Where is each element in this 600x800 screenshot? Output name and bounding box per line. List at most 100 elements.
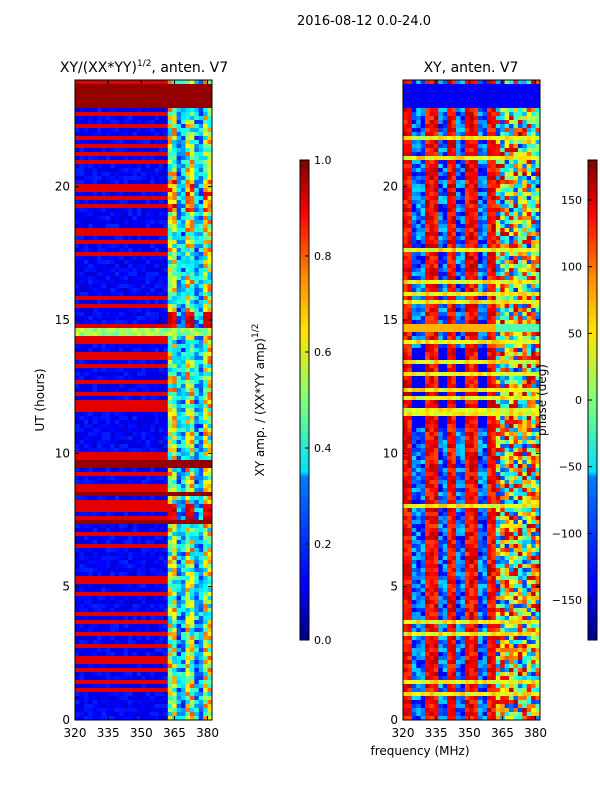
heatmap-cell bbox=[128, 216, 133, 221]
heatmap-cell bbox=[163, 496, 169, 501]
heatmap-cell bbox=[132, 160, 138, 165]
heatmap-cell bbox=[176, 348, 182, 353]
heatmap-cell bbox=[163, 536, 169, 541]
heatmap-cell bbox=[150, 132, 155, 137]
heatmap-cell bbox=[198, 560, 204, 565]
heatmap-cell bbox=[136, 596, 142, 601]
heatmap-cell bbox=[123, 348, 129, 353]
heatmap-cell bbox=[88, 308, 93, 313]
heatmap-cell bbox=[79, 668, 85, 673]
heatmap-cell bbox=[128, 368, 133, 373]
heatmap-cell bbox=[75, 664, 80, 669]
heatmap-cell bbox=[185, 624, 191, 629]
heatmap-cell bbox=[110, 644, 116, 649]
heatmap-cell bbox=[158, 292, 164, 297]
heatmap-cell bbox=[101, 460, 107, 465]
heatmap-cell bbox=[88, 300, 93, 305]
heatmap-cell bbox=[158, 320, 164, 325]
heatmap-cell bbox=[172, 364, 177, 369]
heatmap-cell bbox=[97, 400, 102, 405]
heatmap-cell bbox=[172, 684, 177, 689]
heatmap-cell bbox=[145, 104, 151, 109]
heatmap-cell bbox=[110, 392, 116, 397]
heatmap-cell bbox=[141, 568, 147, 573]
heatmap-cell bbox=[167, 544, 173, 549]
heatmap-cell bbox=[97, 692, 102, 697]
heatmap-cell bbox=[141, 88, 147, 93]
heatmap-cell bbox=[154, 684, 160, 689]
heatmap-cell bbox=[150, 652, 155, 657]
heatmap-cell bbox=[132, 652, 138, 657]
heatmap-cell bbox=[189, 596, 195, 601]
heatmap-cell bbox=[83, 528, 89, 533]
heatmap-cell bbox=[132, 360, 138, 365]
heatmap-cell bbox=[167, 684, 173, 689]
heatmap-cell bbox=[75, 164, 80, 169]
heatmap-cell bbox=[97, 328, 102, 333]
heatmap-cell bbox=[97, 592, 102, 597]
heatmap-cell bbox=[207, 172, 212, 177]
heatmap-cell bbox=[101, 480, 107, 485]
heatmap-cell bbox=[185, 620, 191, 625]
heatmap-cell bbox=[158, 400, 164, 405]
heatmap-cell bbox=[141, 160, 147, 165]
heatmap-cell bbox=[92, 608, 98, 613]
heatmap-cell bbox=[83, 212, 89, 217]
heatmap-cell bbox=[114, 264, 120, 269]
heatmap-cell bbox=[167, 224, 173, 229]
heatmap-cell bbox=[158, 384, 164, 389]
heatmap-cell bbox=[75, 280, 80, 285]
heatmap-cell bbox=[88, 160, 93, 165]
heatmap-cell bbox=[163, 556, 169, 561]
heatmap-cell bbox=[88, 136, 93, 141]
heatmap-cell bbox=[176, 448, 182, 453]
heatmap-cell bbox=[83, 116, 89, 121]
heatmap-cell bbox=[119, 708, 124, 713]
heatmap-cell bbox=[145, 368, 151, 373]
heatmap-cell bbox=[75, 708, 80, 713]
heatmap-cell bbox=[167, 476, 173, 481]
heatmap-cell bbox=[136, 296, 142, 301]
heatmap-cell bbox=[92, 340, 98, 345]
heatmap-cell bbox=[119, 164, 124, 169]
heatmap-cell bbox=[167, 160, 173, 165]
heatmap-cell bbox=[101, 508, 107, 513]
heatmap-cell bbox=[136, 384, 142, 389]
heatmap-cell bbox=[105, 632, 111, 637]
heatmap-cell bbox=[75, 716, 80, 720]
heatmap-cell bbox=[176, 136, 182, 141]
heatmap-cell bbox=[128, 564, 133, 569]
heatmap-cell bbox=[92, 444, 98, 449]
heatmap-cell bbox=[154, 392, 160, 397]
heatmap-cell bbox=[79, 128, 85, 133]
heatmap-cell bbox=[194, 168, 200, 173]
heatmap-cell bbox=[158, 116, 164, 121]
heatmap-cell bbox=[181, 536, 186, 541]
heatmap-cell bbox=[203, 88, 208, 93]
heatmap-cell bbox=[189, 600, 195, 605]
heatmap-cell bbox=[194, 692, 200, 697]
heatmap-cell bbox=[176, 372, 182, 377]
heatmap-cell bbox=[128, 616, 133, 621]
heatmap-cell bbox=[167, 512, 173, 517]
heatmap-cell bbox=[119, 252, 124, 257]
heatmap-cell bbox=[97, 360, 102, 365]
heatmap-cell bbox=[145, 356, 151, 361]
heatmap-cell bbox=[145, 436, 151, 441]
heatmap-cell bbox=[123, 436, 129, 441]
heatmap-cell bbox=[154, 388, 160, 393]
heatmap-cell bbox=[88, 368, 93, 373]
heatmap-cell bbox=[163, 84, 169, 89]
heatmap-cell bbox=[132, 108, 138, 113]
heatmap-cell bbox=[132, 392, 138, 397]
heatmap-cell bbox=[79, 428, 85, 433]
heatmap-cell bbox=[114, 644, 120, 649]
heatmap-cell bbox=[167, 560, 173, 565]
heatmap-cell bbox=[105, 180, 111, 185]
heatmap-cell bbox=[110, 404, 116, 409]
heatmap-cell bbox=[181, 504, 186, 509]
heatmap-cell bbox=[198, 324, 204, 329]
heatmap-cell bbox=[128, 296, 133, 301]
heatmap-cell bbox=[194, 672, 200, 677]
heatmap-cell bbox=[132, 616, 138, 621]
